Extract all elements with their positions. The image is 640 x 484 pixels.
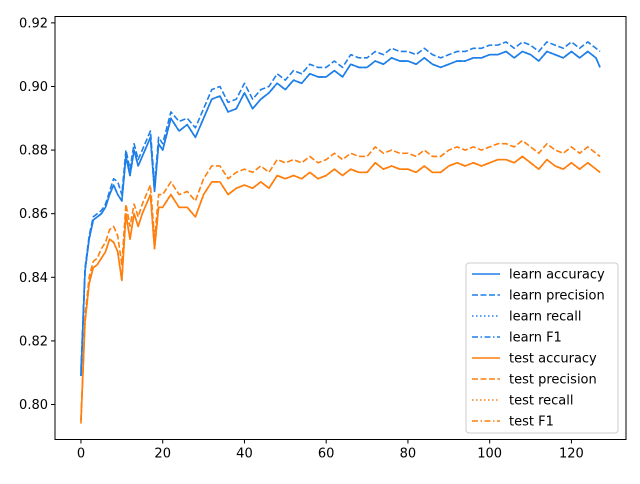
- y-tick-label: 0.84: [19, 271, 48, 286]
- legend-label: learn precision: [509, 289, 605, 304]
- legend: learn accuracy learn precision learn recal…: [465, 262, 619, 434]
- x-tick-label: 100: [477, 447, 502, 462]
- y-axis: 0.80 0.82 0.84 0.86 0.88 0.90 0.92: [19, 16, 55, 413]
- series-line-learn-precision: [80, 41, 601, 370]
- legend-box: [465, 262, 619, 434]
- y-tick-label: 0.90: [19, 80, 48, 95]
- series-line-test-precision: [80, 139, 601, 424]
- x-tick-label: 40: [236, 447, 253, 462]
- x-tick-label: 80: [400, 447, 417, 462]
- x-tick-label: 120: [559, 447, 584, 462]
- series-line-learn-f1: [80, 50, 601, 376]
- legend-label: learn recall: [509, 310, 581, 325]
- legend-label: test precision: [509, 373, 597, 388]
- x-tick-label: 20: [154, 447, 171, 462]
- x-tick-label: 60: [318, 447, 335, 462]
- series-lines: [80, 41, 601, 424]
- y-tick-label: 0.86: [19, 207, 48, 222]
- y-tick-label: 0.80: [19, 398, 48, 413]
- y-tick-label: 0.92: [19, 16, 48, 31]
- x-axis: 0 20 40 60 80 100 120: [77, 439, 584, 462]
- plot-frame: [54, 16, 627, 440]
- series-line-test-f1: [80, 155, 601, 421]
- legend-label: test F1: [509, 415, 554, 430]
- legend-label: learn accuracy: [509, 268, 605, 283]
- legend-label: test recall: [509, 394, 574, 409]
- y-tick-label: 0.88: [19, 144, 48, 159]
- legend-label: test accuracy: [509, 352, 597, 367]
- legend-label: learn F1: [509, 331, 562, 346]
- y-tick-label: 0.82: [19, 334, 48, 349]
- x-tick-label: 0: [77, 447, 85, 462]
